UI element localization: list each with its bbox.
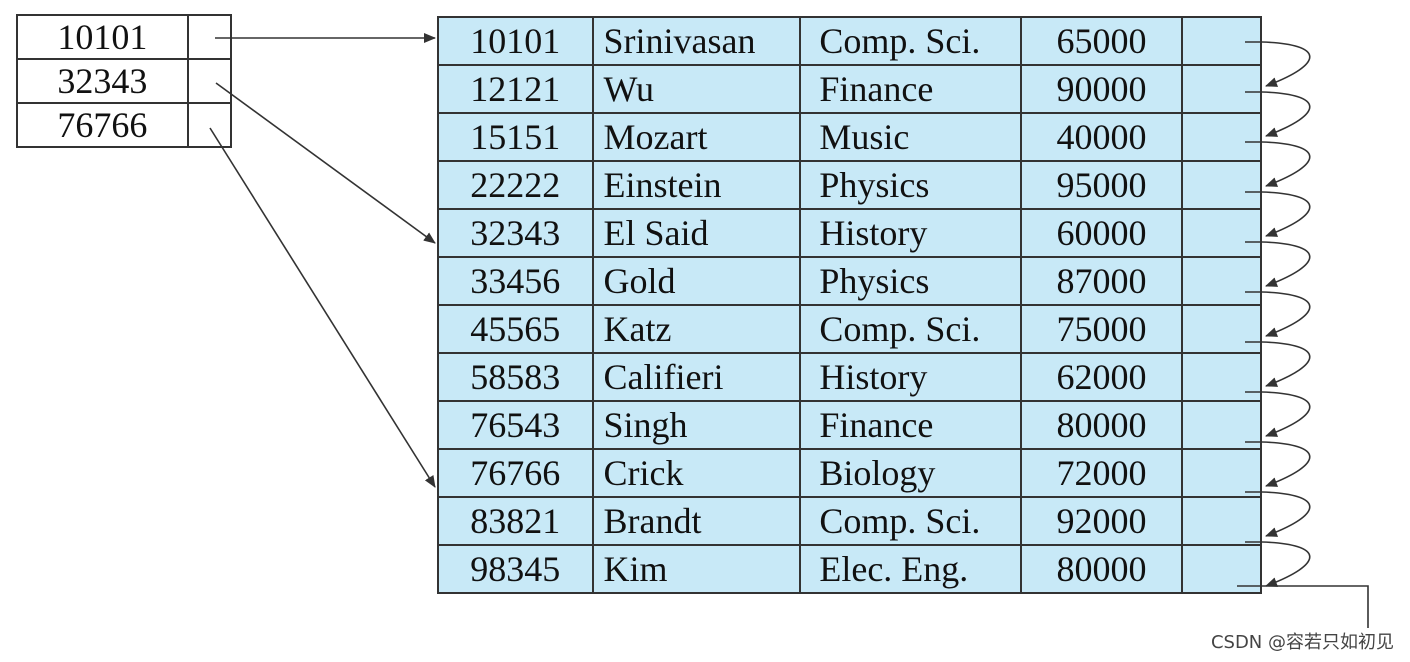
record-dept: History xyxy=(799,352,1023,402)
record-dept: Finance xyxy=(799,400,1023,450)
record-row: 58583 Califieri History 62000 xyxy=(437,352,1263,402)
record-salary: 40000 xyxy=(1020,112,1183,162)
record-row: 45565 Katz Comp. Sci. 75000 xyxy=(437,304,1263,354)
index-pointer-cell xyxy=(186,58,233,104)
record-pointer-cell xyxy=(1180,304,1263,354)
record-row: 33456 Gold Physics 87000 xyxy=(437,256,1263,306)
record-name: Wu xyxy=(591,64,802,114)
record-id: 58583 xyxy=(437,352,594,402)
record-salary: 62000 xyxy=(1020,352,1183,402)
record-id: 32343 xyxy=(437,208,594,258)
record-id: 22222 xyxy=(437,160,594,210)
record-dept: Biology xyxy=(799,448,1023,498)
index-pointer-arrow xyxy=(215,82,436,244)
record-salary: 60000 xyxy=(1020,208,1183,258)
watermark: CSDN @容若只如初见 xyxy=(1210,632,1394,653)
record-chain-arrow xyxy=(1245,41,1311,87)
record-dept: Comp. Sci. xyxy=(799,16,1023,66)
index-entry: 76766 xyxy=(16,102,233,148)
index-pointer-arrow xyxy=(209,127,436,488)
record-id: 12121 xyxy=(437,64,594,114)
record-name: Katz xyxy=(591,304,802,354)
record-salary: 92000 xyxy=(1020,496,1183,546)
record-row: 98345 Kim Elec. Eng. 80000 xyxy=(437,544,1263,594)
record-pointer-cell xyxy=(1180,208,1263,258)
record-name: Singh xyxy=(591,400,802,450)
record-name: Srinivasan xyxy=(591,16,802,66)
record-id: 15151 xyxy=(437,112,594,162)
record-id: 45565 xyxy=(437,304,594,354)
index-key: 32343 xyxy=(16,58,189,104)
index-pointer-cell xyxy=(186,14,233,60)
record-dept: Physics xyxy=(799,160,1023,210)
record-name: El Said xyxy=(591,208,802,258)
record-chain-arrow xyxy=(1245,541,1311,587)
record-salary: 80000 xyxy=(1020,544,1183,594)
record-dept: Music xyxy=(799,112,1023,162)
record-id: 10101 xyxy=(437,16,594,66)
record-salary: 90000 xyxy=(1020,64,1183,114)
index-key: 76766 xyxy=(16,102,189,148)
record-pointer-cell xyxy=(1180,16,1263,66)
record-row: 22222 Einstein Physics 95000 xyxy=(437,160,1263,210)
record-chain-arrow xyxy=(1245,191,1311,237)
record-chain-arrow xyxy=(1245,341,1311,387)
record-pointer-cell xyxy=(1180,64,1263,114)
record-name: Brandt xyxy=(591,496,802,546)
index-entry: 32343 xyxy=(16,58,233,104)
record-dept: Comp. Sci. xyxy=(799,304,1023,354)
data-file: 10101 Srinivasan Comp. Sci. 65000 12121 … xyxy=(437,16,1263,594)
record-chain-arrow xyxy=(1245,241,1311,287)
record-name: Gold xyxy=(591,256,802,306)
record-chain-arrow xyxy=(1245,91,1311,137)
index-key: 10101 xyxy=(16,14,189,60)
record-row: 76766 Crick Biology 72000 xyxy=(437,448,1263,498)
record-id: 76543 xyxy=(437,400,594,450)
record-chain-arrow xyxy=(1245,441,1311,487)
record-row: 83821 Brandt Comp. Sci. 92000 xyxy=(437,496,1263,546)
record-chain-arrow xyxy=(1245,141,1311,187)
record-salary: 75000 xyxy=(1020,304,1183,354)
record-salary: 95000 xyxy=(1020,160,1183,210)
record-pointer-cell xyxy=(1180,112,1263,162)
index-entry: 10101 xyxy=(16,14,233,60)
record-name: Einstein xyxy=(591,160,802,210)
record-pointer-cell xyxy=(1180,496,1263,546)
record-chain-arrow xyxy=(1245,391,1311,437)
record-row: 76543 Singh Finance 80000 xyxy=(437,400,1263,450)
record-dept: History xyxy=(799,208,1023,258)
record-dept: Physics xyxy=(799,256,1023,306)
record-row: 10101 Srinivasan Comp. Sci. 65000 xyxy=(437,16,1263,66)
record-dept: Elec. Eng. xyxy=(799,544,1023,594)
record-salary: 65000 xyxy=(1020,16,1183,66)
record-chain-arrow xyxy=(1245,291,1311,337)
record-name: Califieri xyxy=(591,352,802,402)
record-name: Kim xyxy=(591,544,802,594)
record-row: 32343 El Said History 60000 xyxy=(437,208,1263,258)
record-pointer-cell xyxy=(1180,448,1263,498)
record-salary: 87000 xyxy=(1020,256,1183,306)
record-pointer-cell xyxy=(1180,160,1263,210)
index-pointer-cell xyxy=(186,102,233,148)
record-dept: Comp. Sci. xyxy=(799,496,1023,546)
record-salary: 72000 xyxy=(1020,448,1183,498)
record-id: 83821 xyxy=(437,496,594,546)
record-id: 76766 xyxy=(437,448,594,498)
record-row: 15151 Mozart Music 40000 xyxy=(437,112,1263,162)
record-chain-arrow xyxy=(1245,491,1311,537)
record-id: 33456 xyxy=(437,256,594,306)
record-salary: 80000 xyxy=(1020,400,1183,450)
record-row: 12121 Wu Finance 90000 xyxy=(437,64,1263,114)
record-pointer-cell xyxy=(1180,256,1263,306)
sparse-index: 10101 32343 76766 xyxy=(16,14,233,148)
record-dept: Finance xyxy=(799,64,1023,114)
record-pointer-cell xyxy=(1180,352,1263,402)
record-id: 98345 xyxy=(437,544,594,594)
null-pointer-line xyxy=(1237,585,1369,628)
record-name: Mozart xyxy=(591,112,802,162)
record-name: Crick xyxy=(591,448,802,498)
